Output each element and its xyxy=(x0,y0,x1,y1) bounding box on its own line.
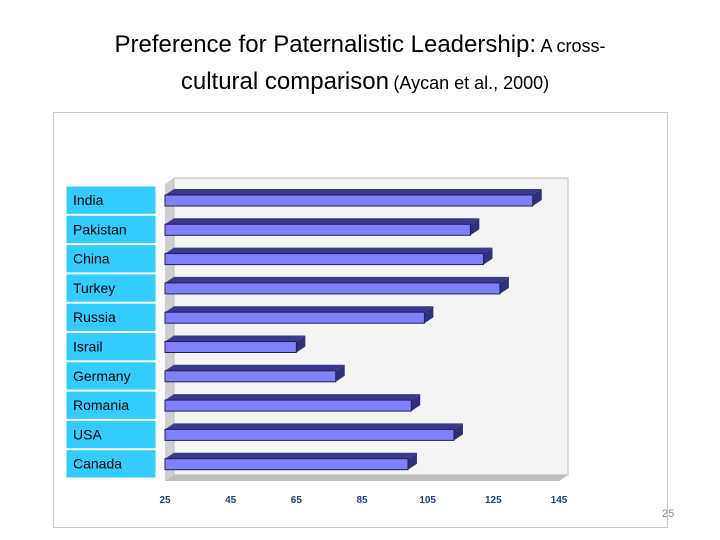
category-label: Canada xyxy=(73,456,122,472)
bar-top xyxy=(165,452,417,459)
category-label: Germany xyxy=(73,368,131,384)
category-label: Turkey xyxy=(73,280,115,296)
bar-side xyxy=(532,189,542,206)
bar-top xyxy=(165,423,463,430)
slide-title: Preference for Paternalistic Leadership:… xyxy=(0,28,720,102)
bar-top xyxy=(165,276,509,283)
bar-top xyxy=(165,189,542,195)
bar xyxy=(164,370,337,383)
category-label-box xyxy=(65,419,157,450)
category-label-box xyxy=(65,390,157,420)
title-citation: (Aycan et al., 2000) xyxy=(393,73,550,93)
bar xyxy=(164,341,297,353)
bar xyxy=(164,223,471,236)
category-label: India xyxy=(73,192,104,208)
bar-side xyxy=(424,306,434,324)
category-label-box xyxy=(65,449,157,479)
chart-floor xyxy=(165,475,568,481)
bar xyxy=(164,428,455,441)
bar-side xyxy=(499,276,509,294)
category-label: Pakistan xyxy=(73,221,127,237)
title-tail: A cross- xyxy=(540,36,606,56)
x-tick-label: 65 xyxy=(291,495,303,506)
bar-side xyxy=(453,423,463,441)
title-line2-main: cultural comparison xyxy=(180,68,389,95)
category-label-box xyxy=(65,332,157,362)
bar-side xyxy=(470,218,480,236)
bar-side xyxy=(335,364,345,382)
x-tick-label: 25 xyxy=(159,495,171,506)
bar-top xyxy=(165,218,480,225)
bar xyxy=(164,399,412,412)
category-label: China xyxy=(73,251,110,267)
category-label-box xyxy=(65,214,157,245)
category-label-box xyxy=(65,185,157,215)
category-label: Israil xyxy=(73,339,103,355)
bar-top xyxy=(165,306,434,313)
bar-top xyxy=(165,335,306,342)
x-tick-label: 125 xyxy=(485,495,502,506)
category-label: USA xyxy=(73,426,102,442)
category-label: Russia xyxy=(73,309,116,325)
bar xyxy=(164,253,484,266)
bar-top xyxy=(165,364,345,371)
bar-top xyxy=(165,394,421,401)
bar xyxy=(164,282,501,295)
category-label: Romania xyxy=(73,397,129,413)
bar-side xyxy=(483,247,493,265)
title-line-2: cultural comparison (Aycan et al., 2000) xyxy=(0,65,720,102)
x-tick-label: 85 xyxy=(356,495,368,506)
category-label-box xyxy=(65,244,157,274)
category-label-box xyxy=(65,361,157,391)
page-number: 25 xyxy=(662,508,675,520)
chart-frame: India Pakistan China Turkey Russia Israil Germ… xyxy=(53,112,668,528)
category-label-box xyxy=(65,273,157,303)
bar-top xyxy=(165,247,493,254)
x-tick-label: 105 xyxy=(419,495,436,506)
x-tick-label: 45 xyxy=(225,495,237,506)
bar xyxy=(164,194,534,207)
title-main: Preference for Paternalistic Leadership: xyxy=(114,31,537,58)
bar xyxy=(164,458,409,471)
bar-side xyxy=(411,394,421,412)
bar-side xyxy=(407,452,417,470)
bar-side xyxy=(296,335,306,353)
category-label-box xyxy=(65,302,157,332)
bar-chart: India Pakistan China Turkey Russia Israil Germ… xyxy=(65,177,569,506)
bar xyxy=(164,311,425,324)
x-tick-label: 145 xyxy=(551,495,568,506)
